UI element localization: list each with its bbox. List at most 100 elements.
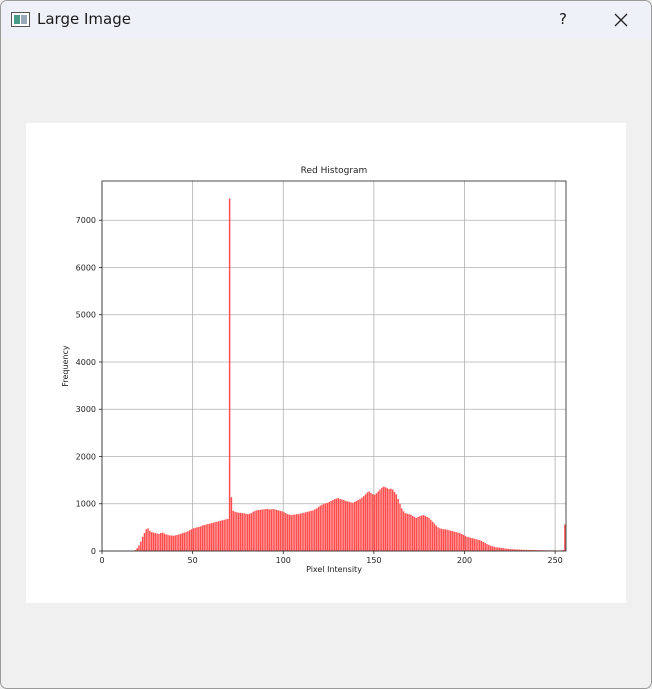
bar [136, 548, 138, 551]
bar [433, 523, 436, 551]
bar [520, 549, 523, 551]
bar [381, 487, 383, 551]
bar [192, 528, 195, 551]
bar [502, 548, 505, 551]
bar [276, 509, 278, 551]
close-button[interactable] [613, 12, 629, 28]
bar [488, 544, 490, 551]
bar [344, 500, 347, 551]
bar [274, 509, 276, 551]
bar [323, 503, 325, 551]
bar [393, 491, 396, 551]
bar [225, 519, 227, 551]
bar [160, 533, 162, 551]
bar [286, 514, 289, 551]
bar [152, 532, 155, 551]
bar [531, 550, 534, 551]
bar [468, 537, 470, 551]
image-panel: Red Histogram Pixel Intensity Frequency … [26, 123, 626, 603]
bar [199, 526, 202, 551]
bar [303, 512, 305, 551]
bar [469, 537, 472, 551]
bar [163, 533, 166, 551]
bar [196, 527, 198, 551]
bar [285, 513, 287, 551]
bar [272, 508, 274, 551]
bar [431, 521, 434, 551]
bar [218, 521, 220, 551]
y-tick-label: 0 [91, 547, 96, 556]
bar [386, 488, 389, 551]
bar [426, 516, 428, 551]
bar [154, 533, 157, 551]
bar [178, 534, 180, 551]
bar [368, 491, 370, 551]
plot-frame [101, 180, 567, 552]
bar [228, 198, 231, 551]
help-button[interactable]: ? [559, 10, 567, 28]
bar [230, 497, 233, 551]
y-tick-label: 3000 [76, 405, 96, 414]
bar [221, 520, 224, 551]
bar [533, 550, 535, 551]
bar [330, 500, 332, 551]
bar [475, 539, 477, 551]
bar [464, 535, 466, 551]
bar [169, 535, 171, 551]
bar [562, 550, 564, 551]
bar [361, 497, 363, 551]
bar [357, 499, 360, 551]
bar [526, 549, 528, 551]
bar [232, 510, 234, 551]
bar [239, 512, 242, 551]
bar [442, 529, 445, 551]
bar [161, 532, 164, 551]
x-tick-label: 100 [276, 556, 291, 565]
bar [306, 511, 309, 551]
bar [479, 540, 481, 551]
bar [373, 494, 376, 551]
bar [328, 501, 331, 551]
bar [156, 533, 158, 551]
bar [312, 510, 314, 551]
bar [459, 533, 461, 551]
bar [471, 538, 474, 551]
y-tick-label: 4000 [76, 358, 96, 367]
bar [375, 493, 378, 551]
bar [401, 508, 403, 551]
bar [305, 512, 307, 551]
bar [176, 534, 178, 551]
bar [417, 516, 419, 551]
bar [535, 550, 537, 551]
bar [350, 502, 352, 551]
bar [466, 536, 468, 551]
bar [406, 513, 408, 551]
bar [455, 532, 457, 551]
bar [480, 541, 483, 551]
bar [149, 530, 151, 551]
bar [334, 499, 336, 551]
bar [540, 550, 543, 551]
bar [377, 491, 379, 551]
bar [399, 503, 401, 551]
bar [484, 542, 486, 551]
bar [314, 509, 316, 551]
bar [297, 514, 300, 551]
bar [326, 502, 329, 551]
bar [181, 533, 184, 551]
bar [444, 529, 447, 551]
bar [437, 527, 439, 551]
bar [310, 510, 312, 551]
bar [392, 489, 394, 551]
bar [537, 550, 539, 551]
bar [319, 505, 321, 551]
bar [529, 549, 532, 551]
y-tick-label: 5000 [76, 311, 96, 320]
bar [315, 508, 318, 551]
bar [513, 549, 515, 551]
bar [372, 494, 374, 551]
bar [158, 533, 160, 551]
bar [216, 521, 218, 551]
bar [419, 516, 421, 551]
bar [408, 514, 410, 551]
